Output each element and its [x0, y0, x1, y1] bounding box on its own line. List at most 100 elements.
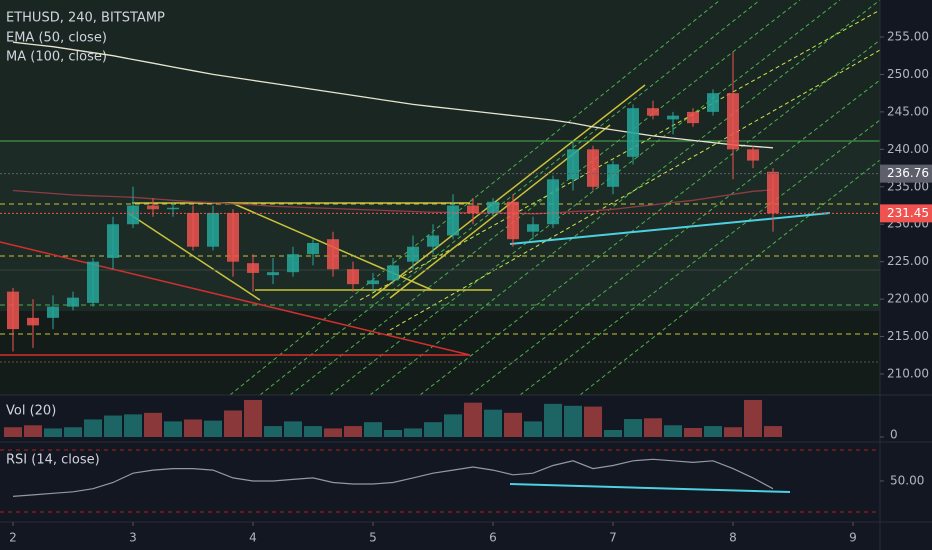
volume-bar — [24, 425, 42, 437]
y-tick-label: 225.00 — [887, 254, 929, 268]
candle-body — [707, 93, 719, 112]
candle-body — [7, 291, 19, 330]
panel-title: Vol (20) — [6, 404, 56, 419]
candle-body — [607, 164, 619, 187]
candle-body — [67, 297, 79, 307]
candle-body — [187, 213, 199, 247]
trend-line — [0, 241, 471, 356]
candle-body — [287, 254, 299, 273]
candle-body — [567, 149, 579, 180]
candle-body — [267, 272, 279, 276]
trend-line — [509, 483, 791, 493]
volume-bar — [244, 399, 262, 437]
volume-bar — [504, 412, 522, 437]
overlay-line — [12, 41, 774, 149]
candle-body — [487, 201, 499, 214]
volume-bar — [684, 428, 702, 437]
candle-body — [27, 317, 39, 326]
price-tag-label: 231.45 — [887, 206, 929, 220]
candle-body — [447, 205, 459, 236]
volume-bar — [364, 422, 382, 437]
volume-bar — [744, 399, 762, 437]
legend-entry: EMA (50, close) — [6, 31, 107, 46]
volume-bar — [444, 414, 462, 437]
volume-bar — [664, 425, 682, 437]
volume-bar — [644, 418, 662, 437]
volume-bar — [704, 426, 722, 437]
candle-body — [427, 235, 439, 247]
volume-bar — [224, 410, 242, 437]
candle-body — [307, 242, 319, 255]
candle-body — [167, 207, 179, 210]
volume-bar — [4, 427, 22, 437]
candle-body — [467, 205, 479, 214]
candle-body — [687, 111, 699, 124]
volume-bar — [404, 428, 422, 437]
volume-bar — [64, 427, 82, 437]
panel-title: RSI (14, close) — [6, 453, 100, 468]
y-tick-label: 220.00 — [887, 292, 929, 306]
candle-body — [227, 213, 239, 262]
volume-bar — [604, 429, 622, 437]
candle-body — [367, 280, 379, 285]
trend-line — [509, 212, 831, 245]
candle-body — [767, 171, 779, 214]
candle-body — [107, 224, 119, 258]
legend-entry: MA (100, close) — [6, 50, 107, 65]
x-tick-label: 6 — [489, 531, 497, 545]
x-tick-label: 5 — [369, 531, 377, 545]
pitchfork-center — [359, 9, 881, 331]
rsi-line — [12, 458, 774, 497]
price-tag — [880, 204, 932, 223]
volume-bar — [564, 405, 582, 437]
candle-body — [407, 246, 419, 262]
volume-bar — [204, 420, 222, 437]
x-tick-label: 3 — [129, 531, 137, 545]
candle-body — [527, 224, 539, 232]
volume-bar — [724, 427, 742, 437]
x-tick-label: 7 — [609, 531, 617, 545]
candle-body — [47, 306, 59, 318]
candle-body — [667, 115, 679, 120]
candle-body — [127, 205, 139, 225]
volume-bar — [424, 422, 442, 437]
y-tick-label: 235.00 — [887, 179, 929, 193]
candle-body — [627, 108, 639, 157]
volume-bar — [384, 429, 402, 437]
zone — [0, 311, 880, 395]
candle-body — [507, 201, 519, 240]
candle-body — [727, 93, 739, 150]
volume-bar — [764, 426, 782, 437]
overlay-line — [12, 189, 774, 215]
volume-bar — [84, 419, 102, 437]
x-tick-label: 9 — [849, 531, 857, 545]
x-tick-label: 2 — [9, 531, 17, 545]
volume-bar — [584, 406, 602, 437]
volume-bar — [44, 428, 62, 437]
candle-body — [547, 179, 559, 225]
volume-bar — [284, 421, 302, 437]
chart-title: ETHUSD, 240, BITSTAMP — [6, 11, 165, 26]
candle-body — [747, 149, 759, 161]
x-tick-label: 4 — [249, 531, 257, 545]
candle-body — [587, 149, 599, 187]
y-tick-label: 0 — [890, 428, 898, 442]
candle-body — [347, 269, 359, 285]
candle-body — [327, 239, 339, 270]
volume-bar — [464, 402, 482, 437]
y-tick-label: 250.00 — [887, 67, 929, 81]
volume-bar — [304, 426, 322, 437]
volume-bar — [344, 426, 362, 437]
y-tick-label: 245.00 — [887, 104, 929, 118]
pitchfork — [229, 0, 881, 396]
x-tick-label: 8 — [729, 531, 737, 545]
volume-bar — [544, 403, 562, 437]
y-tick-label: 50.00 — [890, 473, 924, 487]
volume-bar — [184, 419, 202, 437]
volume-bar — [624, 419, 642, 437]
volume-bar — [324, 428, 342, 437]
volume-bar — [144, 412, 162, 437]
candle-body — [147, 205, 159, 210]
